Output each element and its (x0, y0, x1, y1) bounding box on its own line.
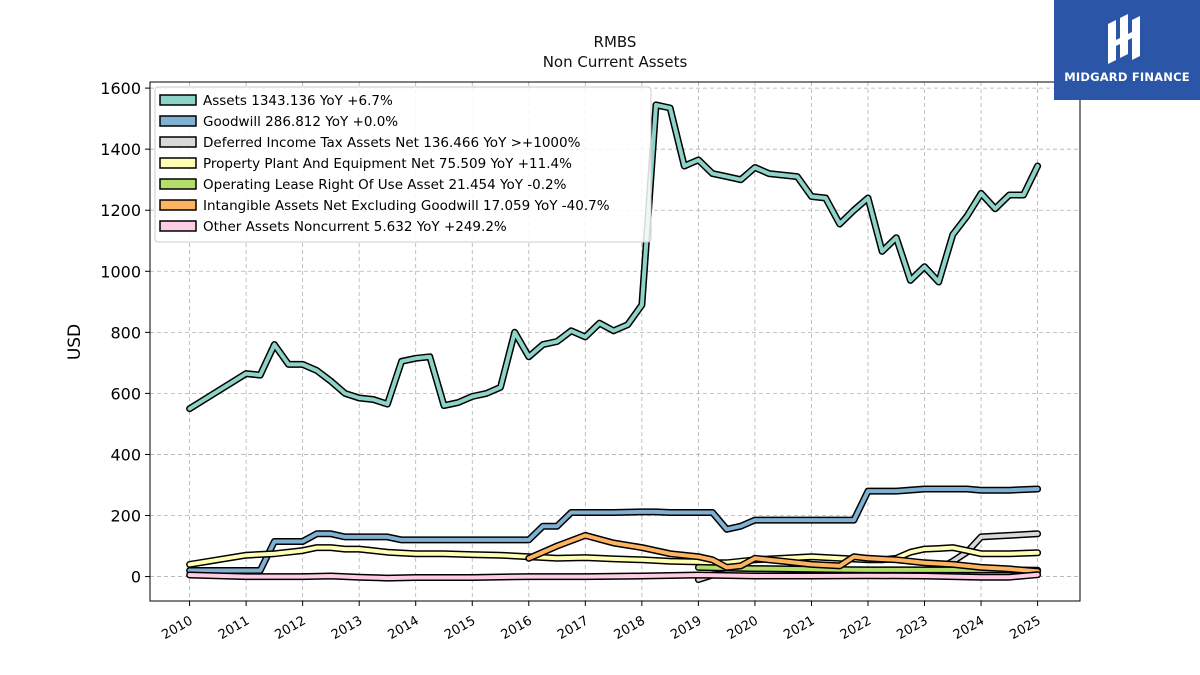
stylized-mh-monogram-icon (1108, 14, 1140, 64)
x-tick-label: 2018 (612, 613, 648, 643)
y-tick-label: 1000 (100, 262, 141, 281)
legend-label: Goodwill 286.812 YoY +0.0% (203, 114, 398, 130)
brand-logo: MIDGARD FINANCE (1054, 0, 1200, 100)
y-axis: 0 200 400 600 800 1000 1200 1400 1600 (100, 79, 150, 587)
legend-box (154, 86, 652, 243)
chart-subtitle: Non Current Assets (542, 53, 688, 71)
y-tick-label: 400 (110, 445, 141, 464)
y-tick-label: 1200 (100, 201, 141, 220)
x-tick-label: 2016 (499, 613, 535, 643)
x-tick-label: 2020 (725, 613, 761, 643)
series-line-0 (187, 102, 1040, 411)
x-tick-label: 2014 (386, 613, 422, 643)
plot-frame (149, 81, 1081, 602)
legend-swatch (159, 157, 197, 169)
series-line-1 (187, 487, 1040, 573)
x-axis: 2010 2011 2012 2013 2014 2015 2016 2017 2018 2019… (159, 601, 1044, 643)
legend-label: Operating Lease Right Of Use Asset 21.45… (203, 177, 567, 193)
legend-label: Deferred Income Tax Assets Net 136.466 Y… (203, 135, 581, 151)
legend-label: Assets 1343.136 YoY +6.7% (203, 93, 393, 109)
x-tick-label: 2011 (216, 613, 252, 643)
series-line-3 (187, 545, 1040, 567)
x-tick-label: 2024 (951, 613, 987, 643)
y-tick-label: 1400 (100, 140, 141, 159)
legend-label: Property Plant And Equipment Net 75.509 … (203, 156, 572, 172)
x-tick-label: 2010 (159, 613, 195, 643)
x-tick-label: 2021 (781, 613, 817, 643)
x-tick-label: 2012 (272, 613, 308, 643)
y-tick-label: 600 (110, 384, 141, 403)
legend: Assets 1343.136 YoY +6.7% Goodwill 286.81… (154, 86, 652, 243)
legend-swatch (159, 136, 197, 148)
y-tick-label: 800 (110, 323, 141, 342)
legend-label: Other Assets Noncurrent 5.632 YoY +249.2… (203, 219, 507, 235)
legend-label: Intangible Assets Net Excluding Goodwill… (203, 198, 610, 214)
series-line-5 (526, 533, 1040, 574)
y-tick-label: 1600 (100, 79, 141, 98)
x-tick-label: 2022 (838, 613, 874, 643)
y-tick-label: 0 (131, 568, 141, 587)
x-tick-label: 2013 (329, 613, 365, 643)
legend-swatch (159, 199, 197, 211)
series-line-6 (187, 572, 1040, 581)
y-tick-label: 200 (110, 507, 141, 526)
x-tick-label: 2025 (1007, 613, 1043, 643)
legend-swatch (159, 220, 197, 232)
brand-name: MIDGARD FINANCE (1064, 70, 1190, 84)
x-tick-label: 2017 (555, 613, 591, 643)
legend-swatch (159, 178, 197, 190)
legend-swatch (159, 115, 197, 127)
y-axis-label: USD (65, 324, 85, 360)
chart-title: RMBS (593, 33, 637, 51)
legend-swatch (159, 94, 197, 106)
x-tick-label: 2015 (442, 613, 478, 643)
series-lines (186, 101, 1042, 584)
x-tick-label: 2023 (894, 613, 930, 643)
x-tick-label: 2019 (668, 613, 704, 643)
